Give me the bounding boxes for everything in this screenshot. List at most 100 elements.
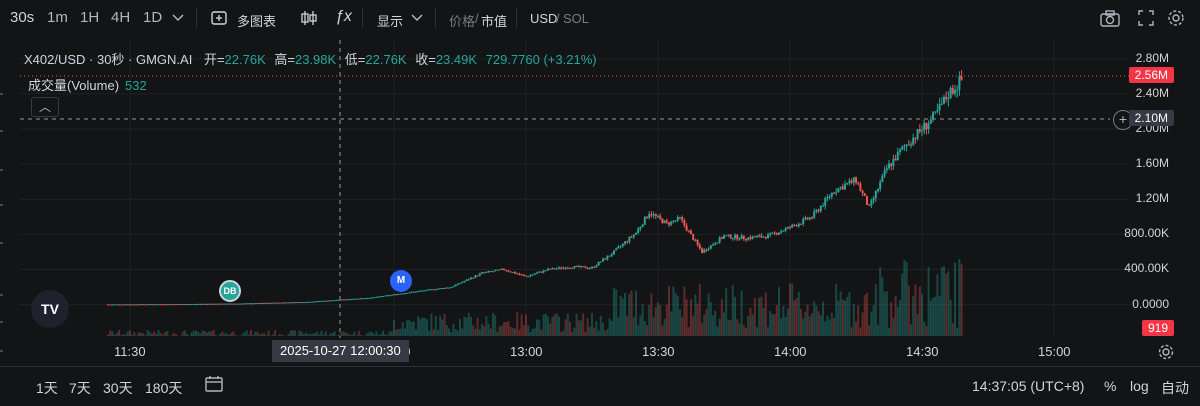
candle-body xyxy=(124,304,127,306)
log-toggle[interactable]: log xyxy=(1130,378,1149,394)
volume-bar xyxy=(580,320,582,336)
range-7d[interactable]: 7天 xyxy=(69,380,91,396)
display-button[interactable]: 显示 xyxy=(377,14,404,29)
multi-chart-button[interactable]: 多图表 xyxy=(237,14,277,29)
volume-bar xyxy=(538,319,541,336)
volume-bar xyxy=(155,333,158,336)
volume-bar xyxy=(608,318,611,336)
volume-bar xyxy=(342,331,345,336)
candle-body xyxy=(331,300,334,302)
volume-bar xyxy=(692,315,695,336)
volume-bar xyxy=(230,332,233,336)
volume-bar xyxy=(500,325,503,336)
volume-bar xyxy=(454,329,457,336)
fullscreen-icon[interactable] xyxy=(1138,10,1154,26)
candle-body xyxy=(566,267,569,269)
chevron-down-icon[interactable] xyxy=(411,13,423,23)
candle-body xyxy=(478,273,481,276)
volume-bar xyxy=(753,297,756,336)
candle-body xyxy=(384,295,387,297)
volume-bar xyxy=(899,300,901,336)
collapse-legend-button[interactable]: ︿ xyxy=(31,97,59,117)
indicators-fx-icon[interactable]: ƒx xyxy=(335,8,352,25)
candlestick-type-icon[interactable] xyxy=(300,9,318,27)
candle-body xyxy=(302,302,305,304)
volume-bar xyxy=(672,286,675,336)
volume-bar xyxy=(274,330,277,336)
volume-bar xyxy=(426,319,428,336)
candle-body xyxy=(797,223,800,227)
toolbar-divider xyxy=(435,8,436,28)
candle-body xyxy=(393,294,395,296)
clock-timezone[interactable]: 14:37:05 (UTC+8) xyxy=(972,378,1085,394)
volume-bar xyxy=(322,334,325,336)
volume-bar xyxy=(555,313,558,336)
candle-body xyxy=(483,272,486,274)
range-30d[interactable]: 30天 xyxy=(103,380,133,396)
candle-body xyxy=(500,268,503,270)
volume-bar xyxy=(320,330,323,336)
axis-settings-icon[interactable] xyxy=(1158,344,1174,360)
volume-label[interactable]: 成交量(Volume) xyxy=(28,78,120,93)
candle-body xyxy=(386,295,389,297)
candle-body xyxy=(846,183,849,185)
marketcap-toggle[interactable]: 市值 xyxy=(481,14,508,29)
chevron-down-icon[interactable] xyxy=(172,13,184,23)
volume-bar xyxy=(252,335,255,336)
candle-body xyxy=(879,181,882,190)
candle-body xyxy=(142,304,145,306)
candle-body xyxy=(544,270,547,272)
interval-1h[interactable]: 1H xyxy=(80,9,100,26)
candle-body xyxy=(828,196,831,198)
volume-bar xyxy=(742,325,745,336)
db-marker[interactable]: DB xyxy=(219,280,241,302)
symbol-title[interactable]: X402/USD · 30秒 · GMGN.AI xyxy=(24,52,193,67)
candle-body xyxy=(177,304,180,306)
sol-toggle[interactable]: SOL xyxy=(563,11,590,26)
volume-bar xyxy=(232,331,235,336)
candles xyxy=(107,70,963,306)
candle-body xyxy=(357,298,360,300)
camera-icon[interactable] xyxy=(1100,10,1120,27)
last-volume-tag: 919 xyxy=(1141,320,1174,336)
interval-1m[interactable]: 1m xyxy=(47,9,68,26)
volume-bar xyxy=(624,293,626,336)
candle-body xyxy=(718,237,721,243)
volume-bar xyxy=(619,295,622,336)
volume-bar xyxy=(760,296,763,336)
volume-bar xyxy=(441,319,444,336)
volume-bar xyxy=(549,323,552,336)
volume-bar xyxy=(542,314,545,336)
interval-30s[interactable]: 30s xyxy=(10,9,35,26)
interval-4h[interactable]: 4H xyxy=(111,9,131,26)
candle-body xyxy=(465,279,468,282)
volume-bar xyxy=(877,324,879,336)
auto-toggle[interactable]: 自动 xyxy=(1161,380,1189,396)
volume-bar xyxy=(641,304,644,336)
range-180d[interactable]: 180天 xyxy=(145,380,183,396)
candle-body xyxy=(461,282,464,284)
candle-body xyxy=(564,267,567,269)
candle-body xyxy=(327,300,329,302)
gear-icon[interactable] xyxy=(1167,9,1185,27)
usd-toggle[interactable]: USD xyxy=(530,11,558,26)
calendar-range-icon[interactable] xyxy=(205,375,225,393)
interval-1d[interactable]: 1D xyxy=(143,9,163,26)
tradingview-logo[interactable]: TV xyxy=(31,290,69,328)
candle-body xyxy=(696,240,699,245)
volume-bar xyxy=(470,316,472,336)
x-tick-label: 14:00 xyxy=(774,344,807,359)
volume-bar xyxy=(707,293,710,336)
percent-toggle[interactable]: % xyxy=(1104,378,1117,394)
volume-bar xyxy=(637,324,640,336)
volume-bar xyxy=(657,302,659,336)
range-1d[interactable]: 1天 xyxy=(36,380,58,396)
candle-body xyxy=(206,303,208,305)
candle-body xyxy=(338,299,340,301)
price-toggle[interactable]: 价格 xyxy=(449,14,476,29)
volume-bar xyxy=(463,316,466,336)
add-chart-icon[interactable] xyxy=(211,10,227,26)
volume-bar xyxy=(947,271,950,336)
m-marker[interactable]: M xyxy=(390,270,412,292)
